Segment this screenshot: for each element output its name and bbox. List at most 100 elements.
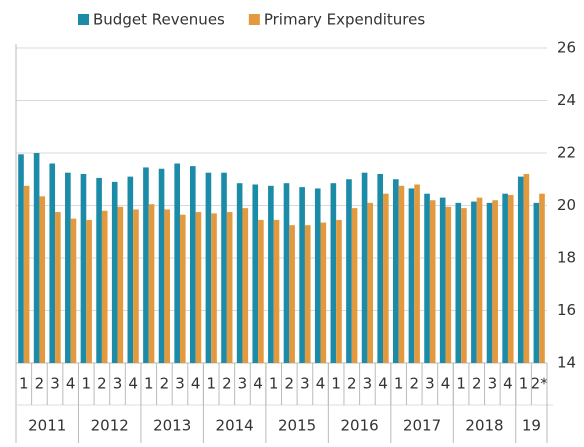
x-tick-label: 1 [331,375,341,393]
bar [517,176,524,363]
group-label: 2017 [403,417,441,435]
bar [408,188,415,363]
group-label: 2018 [465,417,503,435]
bar [195,212,202,363]
group-label: 2016 [340,417,378,435]
bar [351,208,358,363]
x-tick-label: 2 [97,375,107,393]
bar [70,218,77,363]
bar [377,174,384,363]
bar [455,202,462,363]
x-tick-label: 1 [456,375,466,393]
bar [268,185,274,363]
x-tick-label: 4 [253,375,263,393]
x-tick-label: 3 [175,375,185,393]
bar [164,209,170,363]
bar [289,225,295,363]
x-tick-label: 4 [128,375,138,393]
group-label: 2011 [28,417,66,435]
bar [236,183,243,363]
x-tick-label: 1 [19,375,29,393]
bar [221,172,227,363]
bar [211,213,217,363]
x-tick-label: 4 [378,375,388,393]
group-label: 2013 [153,417,191,435]
bar [65,172,71,363]
bar [502,193,508,363]
y-tick-label: 20 [557,196,576,214]
bar [439,197,446,363]
bar [486,202,493,363]
legend-label: Budget Revenues [93,11,225,29]
group-label: 2014 [216,417,254,435]
x-tick-label: 3 [363,375,373,393]
bar [143,167,149,363]
bar [101,210,108,363]
bar [148,204,155,363]
bar [471,201,477,363]
x-tick-label: 4 [441,375,451,393]
x-tick-label: 1 [144,375,154,393]
x-tick-label: 3 [300,375,310,393]
y-tick-label: 26 [557,39,576,57]
bar [429,200,436,363]
legend-swatch [78,14,89,25]
x-tick-label: 4 [191,375,201,393]
x-tick-label: 2 [347,375,357,393]
bar [523,174,530,363]
x-tick-label: 2 [222,375,232,393]
bar [80,174,87,363]
bar [476,197,483,363]
bar [23,185,30,363]
x-tick-label: 3 [50,375,60,393]
bar [414,184,420,363]
bar [39,196,46,363]
x-tick-label: 1 [519,375,529,393]
legend-swatch [248,14,260,25]
bar [49,163,56,363]
bar [18,154,24,363]
x-tick-label: 2 [285,375,295,393]
bar [158,168,165,363]
bar [189,166,196,363]
bar [336,219,342,363]
bar [133,209,139,363]
x-tick-label: 1 [206,375,216,393]
bar [492,200,498,363]
bar [33,153,40,363]
x-tick-label: 3 [488,375,498,393]
x-tick-label: 2 [472,375,482,393]
bar [226,212,233,363]
x-tick-label: 4 [316,375,326,393]
x-tick-label: 4 [66,375,76,393]
bar [393,179,399,363]
y-tick-label: 24 [557,91,576,109]
bar [533,202,540,363]
bar [304,225,311,363]
bar [346,179,352,363]
x-tick-label: 2 [409,375,419,393]
bar [258,219,264,363]
bar [111,181,118,363]
y-tick-label: 16 [557,301,576,319]
x-tick-label: 4 [503,375,513,393]
bar [283,183,290,363]
bar [273,219,280,363]
x-tick-label: 1 [394,375,404,393]
bar [252,184,259,363]
y-tick-label: 22 [557,144,576,162]
bar [383,193,389,363]
x-tick-label: 3 [238,375,248,393]
bar [507,195,514,363]
bar [361,172,368,363]
bar [424,193,430,363]
bar [330,183,337,363]
x-tick-label: 3 [113,375,123,393]
y-tick-label: 18 [557,249,576,267]
legend-label: Primary Expenditures [264,11,425,29]
x-tick-label: 2* [531,375,549,393]
bar [320,222,327,363]
group-label: 2012 [91,417,129,435]
bar [55,212,61,363]
